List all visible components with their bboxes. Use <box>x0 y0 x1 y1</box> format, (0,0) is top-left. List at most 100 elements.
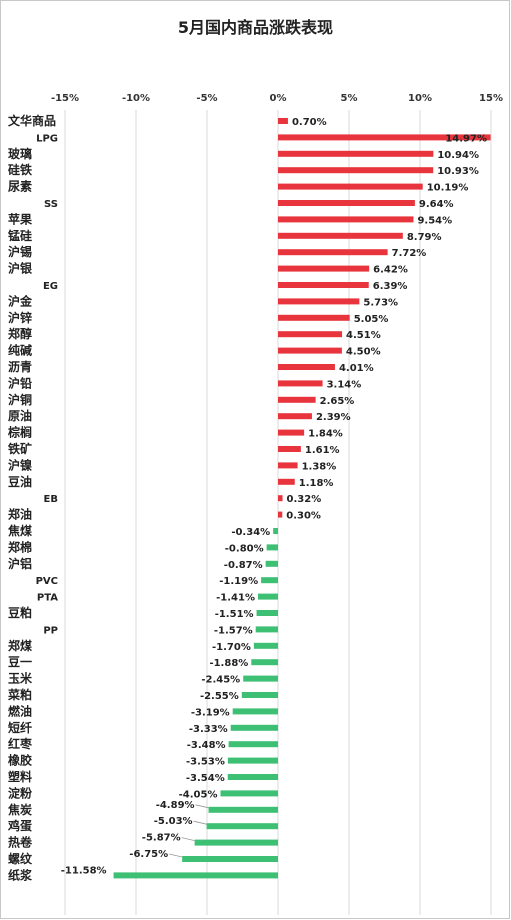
category-label: 沪铝 <box>8 556 32 571</box>
data-label: -5.87% <box>142 833 181 844</box>
bar <box>230 724 278 731</box>
data-label: -6.75% <box>129 849 168 860</box>
bar <box>257 593 278 600</box>
category-label: 橡胶 <box>8 753 32 768</box>
category-label: 菜粕 <box>7 687 32 702</box>
bar <box>278 118 288 124</box>
category-label: PTA <box>37 593 58 604</box>
bar <box>255 626 278 633</box>
data-label: 10.94% <box>437 150 479 161</box>
category-label: 沥青 <box>8 359 32 374</box>
data-label: -0.87% <box>224 560 263 571</box>
data-label: 9.64% <box>419 199 454 210</box>
data-label: 4.50% <box>346 347 381 358</box>
category-label: 热卷 <box>8 835 33 850</box>
bar <box>265 560 278 567</box>
category-label: EG <box>43 281 58 292</box>
data-label: 1.61% <box>305 445 340 456</box>
category-label: 沪锡 <box>8 244 32 259</box>
data-label: 0.70% <box>292 117 327 128</box>
category-label: PP <box>43 625 58 636</box>
category-label: 焦煤 <box>7 523 32 538</box>
data-label: 7.72% <box>392 248 427 259</box>
bar <box>278 150 434 157</box>
x-tick-label: -15% <box>51 93 79 104</box>
x-tick-label: 10% <box>408 93 432 104</box>
data-label: 14.97% <box>445 133 487 144</box>
category-label: LPG <box>36 133 58 144</box>
bar <box>278 298 360 305</box>
bar <box>278 167 434 174</box>
x-tick-label: 0% <box>270 93 287 104</box>
category-label: 沪镍 <box>8 457 32 472</box>
category-label: 豆一 <box>8 655 32 669</box>
category-label: 纯碱 <box>8 343 32 358</box>
data-label: 2.65% <box>320 396 355 407</box>
bar <box>243 675 278 682</box>
data-label: -11.58% <box>61 865 107 876</box>
bar <box>278 413 312 420</box>
category-label: 短纤 <box>8 720 32 735</box>
data-label: 0.30% <box>286 511 321 522</box>
data-label: 5.05% <box>354 314 389 325</box>
data-label: 5.73% <box>363 297 398 308</box>
bar <box>278 495 283 502</box>
bar <box>253 642 278 649</box>
data-label: -0.80% <box>225 543 264 554</box>
category-label: 豆油 <box>8 474 32 489</box>
data-label: 4.51% <box>346 330 381 341</box>
bar <box>278 232 403 239</box>
data-label: -1.57% <box>214 625 253 636</box>
category-label: 文华商品 <box>8 113 56 128</box>
category-label: 焦炭 <box>7 802 32 817</box>
data-label: 9.54% <box>417 215 452 226</box>
category-label: 沪银 <box>8 261 33 276</box>
bar <box>278 429 305 436</box>
bar <box>278 511 283 518</box>
data-label: -1.70% <box>212 642 251 653</box>
leader-line <box>193 820 207 825</box>
data-label: 1.38% <box>302 461 337 472</box>
data-label: 1.84% <box>308 429 343 440</box>
bar <box>194 839 278 846</box>
x-tick-label: 15% <box>479 93 503 104</box>
leader-line <box>181 837 195 841</box>
category-label: 沪锌 <box>8 310 32 325</box>
category-label: 玉米 <box>8 671 33 686</box>
bar <box>208 806 278 813</box>
leader-line <box>195 804 209 809</box>
bar <box>278 396 316 403</box>
category-label: 郑棉 <box>8 539 32 554</box>
bar <box>227 757 278 764</box>
bar <box>261 577 278 584</box>
category-label: 红枣 <box>8 736 33 751</box>
category-label: 纸浆 <box>8 867 33 882</box>
data-label: 6.42% <box>373 265 408 276</box>
data-label: 8.79% <box>407 232 442 243</box>
category-label: SS <box>44 199 58 210</box>
data-label: -1.88% <box>209 658 248 669</box>
data-label: -2.55% <box>200 691 239 702</box>
data-label: 6.39% <box>373 281 408 292</box>
data-label: -3.33% <box>189 724 228 735</box>
x-tick-label: -10% <box>122 93 150 104</box>
data-label: -4.89% <box>156 800 195 811</box>
bar <box>113 872 279 879</box>
data-label: -3.48% <box>187 740 226 751</box>
bar <box>251 659 278 666</box>
bar <box>227 774 278 780</box>
category-label: 铁矿 <box>8 441 32 456</box>
x-tick-label: 5% <box>341 93 358 104</box>
category-label: 鸡蛋 <box>7 818 32 833</box>
data-label: -0.34% <box>231 527 270 538</box>
data-label: -1.41% <box>216 593 255 604</box>
category-label: 豆粕 <box>8 605 32 620</box>
category-label: 苹果 <box>8 211 32 226</box>
bar <box>278 134 491 141</box>
data-label: -5.03% <box>154 816 193 827</box>
bar <box>278 478 295 485</box>
bar <box>278 183 423 190</box>
bar <box>278 216 414 223</box>
bar <box>220 790 278 797</box>
